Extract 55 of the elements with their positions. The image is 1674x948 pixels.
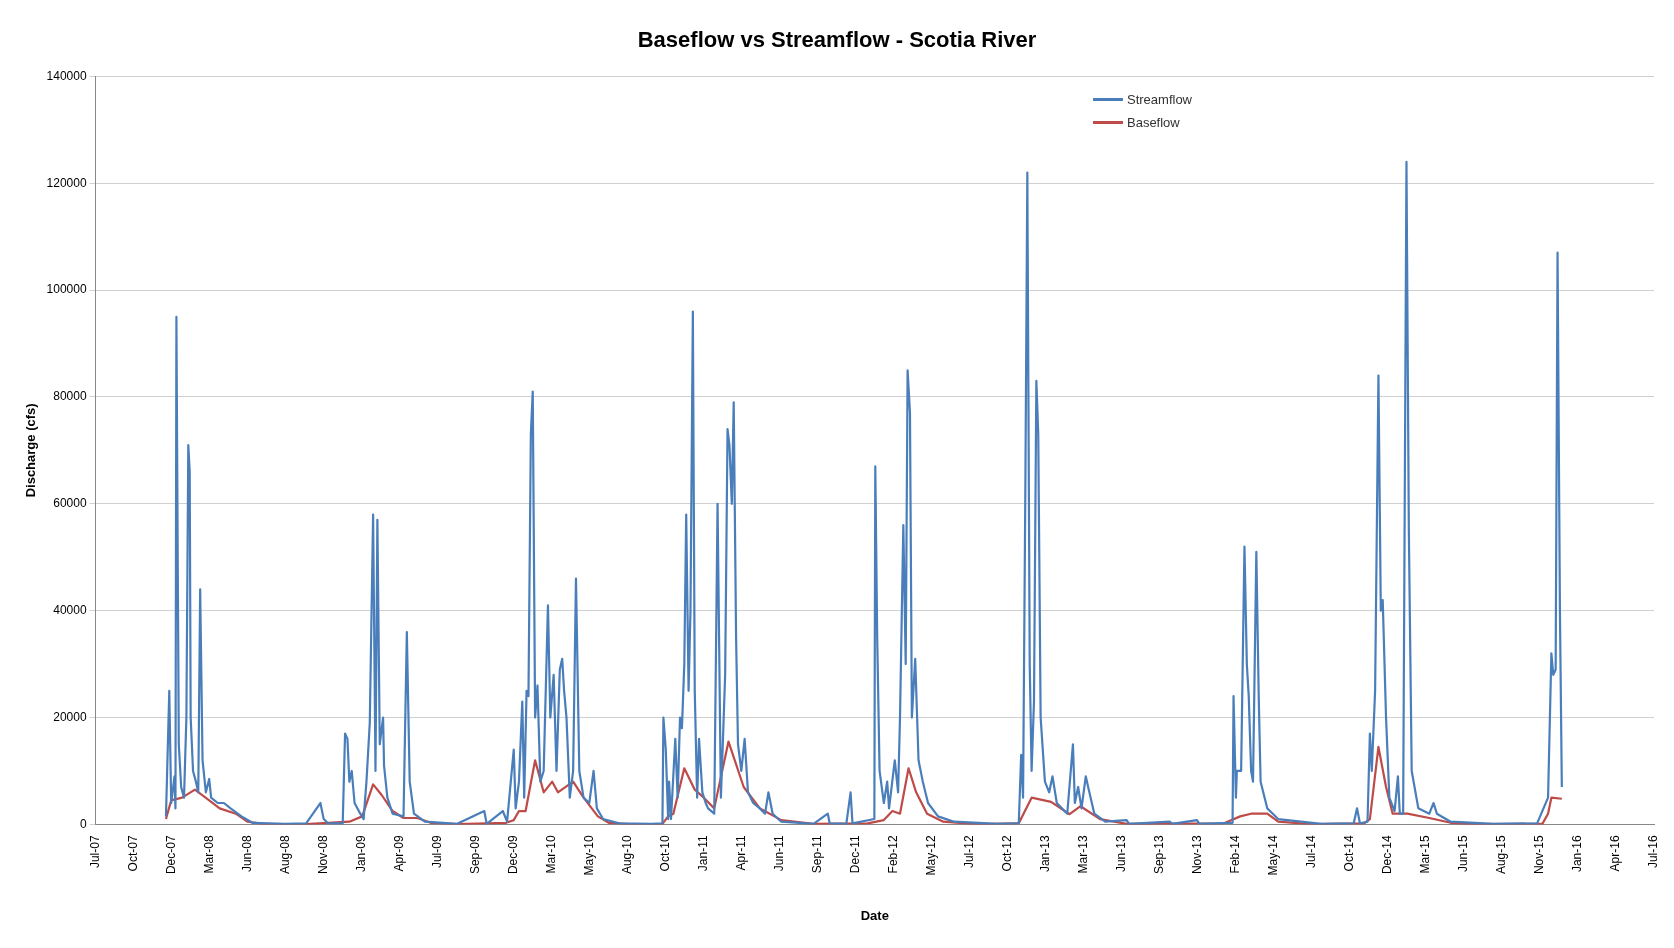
x-tick-label: Sep-13	[1152, 835, 1167, 875]
x-tick-label: Jun-15	[1456, 835, 1471, 873]
legend-label: Baseflow	[1126, 115, 1180, 131]
x-tick-label: Oct-14	[1342, 835, 1357, 872]
x-tick-label: Jan-16	[1570, 835, 1585, 873]
x-tick-label: Jul-09	[430, 835, 445, 869]
y-tick-label: 20000	[53, 709, 87, 724]
x-tick-label: Mar-15	[1418, 835, 1433, 874]
x-tick-label: Feb-14	[1228, 835, 1243, 874]
y-tick-label: 140000	[46, 68, 87, 83]
y-axis-title: Discharge (cfs)	[23, 403, 39, 498]
x-tick-label: Mar-10	[544, 835, 559, 874]
legend-label: Streamflow	[1126, 92, 1193, 108]
x-tick-label: Jun-08	[239, 835, 254, 873]
y-tick-label: 100000	[46, 282, 87, 297]
x-tick-label: Feb-12	[886, 835, 901, 874]
chart-title: Baseflow vs Streamflow - Scotia River	[637, 27, 1037, 53]
x-tick-label: Nov-08	[316, 835, 331, 875]
x-tick-label: Jul-16	[1646, 835, 1661, 869]
x-tick-label: Jul-12	[962, 835, 977, 869]
x-tick-label: Apr-11	[734, 835, 749, 871]
x-tick-label: Nov-13	[1190, 835, 1205, 875]
x-tick-label: May-14	[1266, 835, 1281, 876]
x-tick-label: May-12	[924, 835, 939, 876]
y-tick-label: 40000	[53, 602, 87, 617]
y-tick-label: 0	[79, 816, 87, 831]
x-tick-label: Jan-13	[1038, 835, 1053, 873]
x-tick-label: Oct-12	[1000, 835, 1015, 872]
y-tick-label: 120000	[46, 175, 87, 190]
x-tick-label: Aug-08	[278, 835, 292, 875]
x-tick-label: Oct-07	[125, 835, 140, 872]
x-tick-label: Jun-13	[1114, 835, 1129, 873]
x-tick-label: Jan-09	[354, 835, 369, 873]
x-tick-label: Dec-07	[163, 835, 178, 875]
x-tick-label: Sep-11	[810, 835, 825, 874]
x-tick-label: Sep-09	[468, 835, 483, 875]
x-tick-label: Jul-14	[1304, 835, 1319, 869]
x-tick-label: Apr-09	[392, 835, 407, 872]
x-tick-label: May-10	[582, 835, 597, 876]
x-tick-label: Jul-07	[87, 835, 102, 869]
x-tick-label: Apr-16	[1608, 835, 1623, 872]
x-tick-label: Mar-13	[1076, 835, 1091, 874]
x-axis-title: Date	[860, 907, 889, 923]
x-tick-label: Dec-09	[506, 835, 521, 875]
x-tick-label: Dec-11	[848, 835, 863, 874]
x-tick-label: Aug-15	[1494, 835, 1509, 875]
y-tick-label: 80000	[53, 389, 87, 404]
x-tick-label: Mar-08	[201, 835, 216, 874]
x-tick-label: Nov-15	[1532, 835, 1547, 875]
y-tick-label: 60000	[53, 496, 87, 511]
x-tick-label: Dec-14	[1380, 835, 1395, 875]
x-tick-label: Oct-10	[658, 835, 673, 872]
x-tick-label: Aug-10	[620, 835, 635, 875]
x-tick-label: Jan-11	[696, 835, 711, 872]
x-tick-label: Jun-11	[772, 835, 787, 872]
